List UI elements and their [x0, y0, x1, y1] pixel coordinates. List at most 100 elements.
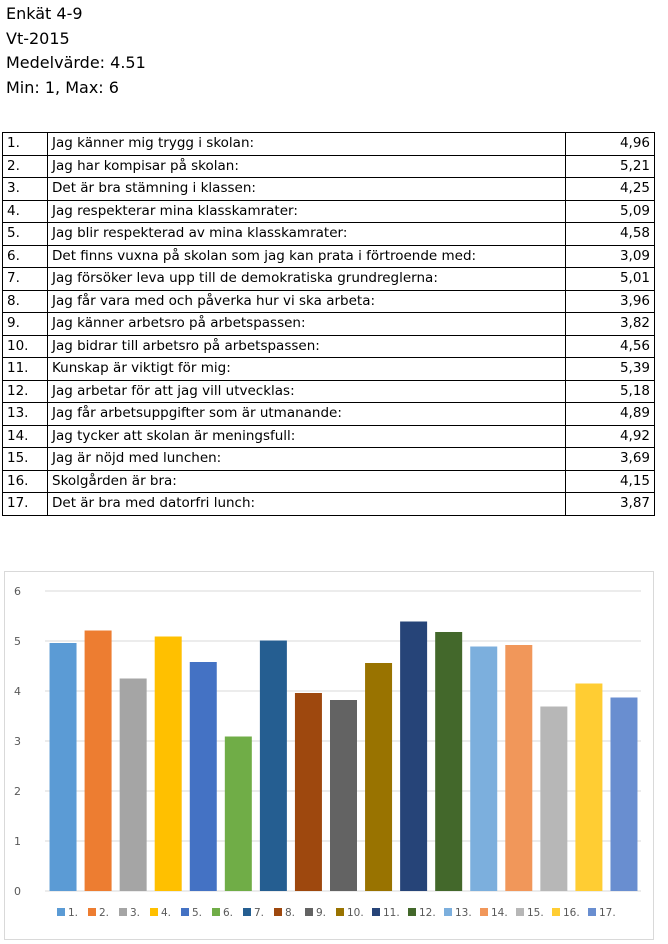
bar: [84, 630, 112, 891]
legend-label: 10.: [347, 907, 364, 919]
legend-swatch: [336, 908, 344, 916]
legend-swatch: [212, 908, 220, 916]
legend-item: 12.: [408, 907, 436, 919]
row-value: 3,69: [565, 447, 655, 471]
legend-label: 5.: [192, 907, 202, 919]
row-question: Jag blir respekterad av mina klasskamrat…: [47, 222, 566, 246]
row-value: 5,01: [565, 267, 655, 291]
legend-label: 13.: [455, 907, 472, 919]
row-value: 4,89: [565, 402, 655, 426]
row-value: 4,25: [565, 177, 655, 201]
row-value: 3,82: [565, 312, 655, 336]
bar: [540, 706, 568, 891]
row-value: 4,92: [565, 424, 655, 448]
bar: [154, 636, 182, 891]
legend-swatch: [516, 908, 524, 916]
legend-swatch: [552, 908, 560, 916]
row-number: 6.: [2, 244, 48, 268]
survey-title: Enkät 4-9: [6, 4, 83, 23]
row-number: 16.: [2, 469, 48, 493]
row-question: Jag är nöjd med lunchen:: [47, 447, 566, 471]
table-row: 5. Jag blir respekterad av mina klasskamr…: [2, 222, 655, 246]
legend-label: 3.: [130, 907, 140, 919]
legend-swatch: [243, 908, 251, 916]
row-number: 9.: [2, 312, 48, 336]
bar: [49, 643, 77, 891]
table-row: 8. Jag får vara med och påverka hur vi sk…: [2, 289, 655, 313]
survey-header: Enkät 4-9 Vt-2015 Medelvärde: 4.51 Min: …: [6, 2, 146, 100]
row-value: 3,96: [565, 289, 655, 313]
legend-swatch: [57, 908, 65, 916]
legend-label: 7.: [254, 907, 264, 919]
bar: [400, 621, 428, 891]
table-row: 2. Jag har kompisar på skolan: 5,21: [2, 154, 655, 178]
legend-item: 9.: [305, 907, 326, 919]
legend-swatch: [372, 908, 380, 916]
table-row: 4. Jag respekterar mina klasskamrater: 5,0…: [2, 199, 655, 223]
legend-item: 16.: [552, 907, 580, 919]
legend-item: 14.: [480, 907, 508, 919]
row-number: 2.: [2, 154, 48, 178]
legend-label: 1.: [68, 907, 78, 919]
legend-item: 15.: [516, 907, 544, 919]
bar: [470, 646, 498, 891]
table-row: 3. Det är bra stämning i klassen: 4,25: [2, 177, 655, 201]
table-row: 15. Jag är nöjd med lunchen: 3,69: [2, 447, 655, 471]
row-value: 5,21: [565, 154, 655, 178]
bar: [575, 683, 603, 891]
row-value: 4,58: [565, 222, 655, 246]
row-number: 10.: [2, 334, 48, 358]
row-question: Det är bra stämning i klassen:: [47, 177, 566, 201]
row-question: Jag respekterar mina klasskamrater:: [47, 199, 566, 223]
row-number: 7.: [2, 267, 48, 291]
table-row: 17. Det är bra med datorfri lunch: 3,87: [2, 492, 655, 516]
table-row: 11. Kunskap är viktigt för mig: 5,39: [2, 357, 655, 381]
bar: [365, 663, 393, 891]
legend-swatch: [305, 908, 313, 916]
table-row: 13. Jag får arbetsuppgifter som är utmana…: [2, 402, 655, 426]
y-tick-label: 4: [14, 685, 21, 698]
legend-swatch: [588, 908, 596, 916]
row-value: 3,09: [565, 244, 655, 268]
bar: [435, 632, 463, 891]
row-number: 12.: [2, 379, 48, 403]
row-question: Kunskap är viktigt för mig:: [47, 357, 566, 381]
survey-table: 1. Jag känner mig trygg i skolan: 4,96 2. Ja…: [2, 132, 655, 516]
row-question: Jag känner arbetsro på arbetspassen:: [47, 312, 566, 336]
table-row: 14. Jag tycker att skolan är meningsfull:…: [2, 424, 655, 448]
row-question: Jag känner mig trygg i skolan:: [47, 132, 566, 156]
row-number: 15.: [2, 447, 48, 471]
y-tick-label: 0: [14, 885, 21, 898]
bar: [224, 736, 252, 891]
legend-item: 5.: [181, 907, 202, 919]
row-value: 5,39: [565, 357, 655, 381]
row-question: Det finns vuxna på skolan som jag kan pr…: [47, 244, 566, 268]
table-row: 10. Jag bidrar till arbetsro på arbetspas…: [2, 334, 655, 358]
y-tick-label: 2: [14, 785, 21, 798]
legend-item: 8.: [274, 907, 295, 919]
survey-range: Min: 1, Max: 6: [6, 77, 119, 97]
row-number: 14.: [2, 424, 48, 448]
bar: [119, 678, 147, 891]
legend-label: 15.: [527, 907, 544, 919]
row-question: Skolgården är bra:: [47, 469, 566, 493]
legend-item: 13.: [444, 907, 472, 919]
survey-term: Vt-2015: [6, 28, 70, 48]
row-value: 5,18: [565, 379, 655, 403]
legend-item: 2.: [88, 907, 109, 919]
row-number: 13.: [2, 402, 48, 426]
bar: [294, 693, 322, 891]
row-number: 17.: [2, 492, 48, 516]
legend-label: 16.: [563, 907, 580, 919]
legend-label: 14.: [491, 907, 508, 919]
legend-swatch: [408, 908, 416, 916]
chart-svg: 0 1 2 3 4 5 6 1. 2. 3. 4. 5. 6. 7. 8. 9. 10. 11. 12. 13. 14.…: [14, 585, 641, 919]
y-tick-label: 3: [14, 735, 21, 748]
bar-chart: 0 1 2 3 4 5 6 1. 2. 3. 4. 5. 6. 7. 8. 9. 10. 11. 12. 13. 14.…: [4, 571, 654, 940]
bar: [330, 700, 357, 891]
table-row: 16. Skolgården är bra: 4,15: [2, 469, 655, 493]
row-number: 1.: [2, 132, 48, 156]
row-number: 4.: [2, 199, 48, 223]
y-tick-label: 1: [14, 835, 21, 848]
legend-item: 3.: [119, 907, 140, 919]
